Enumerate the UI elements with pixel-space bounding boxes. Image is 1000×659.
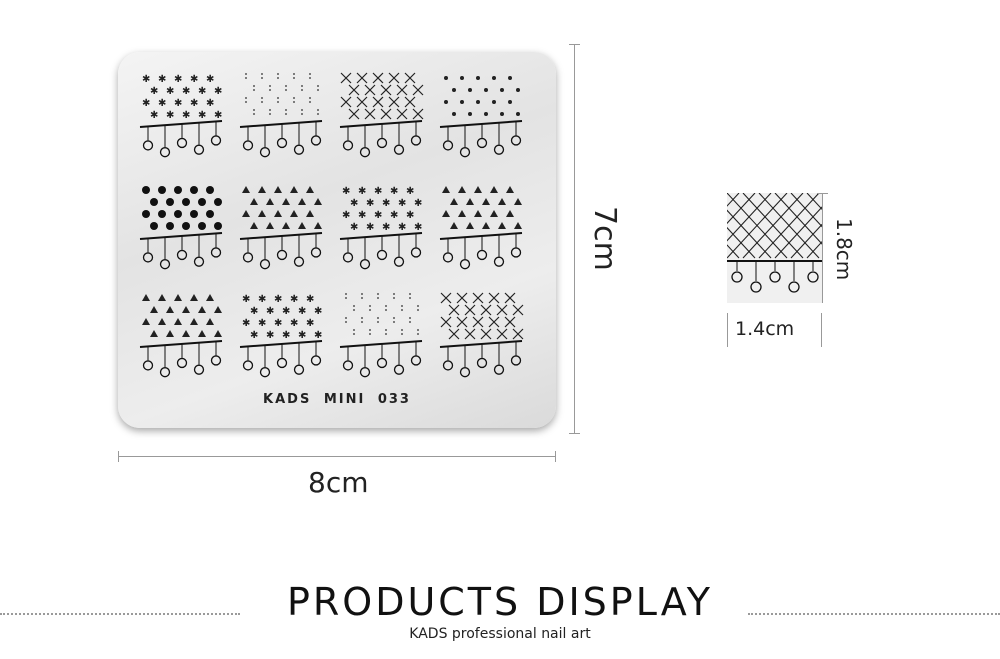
svg-text:✱: ✱ [214,86,222,97]
products-display-title: PRODUCTS DISPLAY [286,580,714,624]
stamp-design [239,73,323,158]
svg-text:✱: ✱ [150,86,158,97]
design-detail [678,192,900,303]
stamp-design: ✱ ✱ ✱ ✱ ✱✱ ✱ ✱ ✱ ✱✱ ✱ ✱ ✱ ✱✱ ✱ ✱ ✱ ✱ [339,186,422,270]
stamp-design [339,72,424,158]
svg-text:✱: ✱ [390,210,398,221]
svg-text:✱: ✱ [414,198,422,209]
svg-text:✱: ✱ [206,98,214,109]
width-dimension-label: 8cm [308,466,369,499]
svg-text:✱: ✱ [174,74,182,85]
height-dimension-tick-bottom [569,433,580,434]
width-dimension-tick-left [118,451,119,462]
svg-text:✱: ✱ [290,294,298,305]
products-display-subtitle: KADS professional nail art [409,626,591,642]
svg-text:✱: ✱ [406,210,414,221]
plate-designs: ✱ ✱ ✱ ✱ ✱✱ ✱ ✱ ✱ ✱✱ ✱ ✱ ✱ ✱✱ ✱ ✱ ✱ ✱✱ ✱ ✱ ✱ ✱✱ ✱ ✱ ✱ ✱✱ ✱ ✱ ✱ ✱✱ ✱ ✱ ✱ ✱… [139,72,524,378]
svg-text:✱: ✱ [366,198,374,209]
svg-text:✱: ✱ [190,74,198,85]
svg-text:✱: ✱ [182,110,190,121]
svg-text:✱: ✱ [358,210,366,221]
svg-text:✱: ✱ [266,330,274,341]
svg-text:✱: ✱ [250,306,258,317]
svg-text:✱: ✱ [290,318,298,329]
svg-text:✱: ✱ [174,98,182,109]
svg-text:✱: ✱ [342,186,350,197]
svg-text:✱: ✱ [358,186,366,197]
svg-text:✱: ✱ [274,318,282,329]
stamping-plate: ✱ ✱ ✱ ✱ ✱ ✱ ✱ ✱ ✱ ✱ ✱ ✱ ✱ ✱ ✱ ✱ ✱ ✱ ✱ ✱ ✱ ✱ ✱ ✱ ✱ ✱ ✱ ✱ ✱ ✱ ✱ ✱ ✱ ✱ ✱ ✱ ✱ ✱ ✱ ✱… [118,52,556,428]
svg-text:✱: ✱ [242,318,250,329]
plate-label: KADS MINI 033 [263,392,411,407]
dotted-rule-right [748,613,1000,615]
design-height-tick-top [817,193,828,194]
stamp-design [439,292,524,378]
dotted-rule-left [0,613,240,615]
design-detail-pattern [678,192,900,293]
svg-text:✱: ✱ [274,294,282,305]
svg-text:✱: ✱ [382,222,390,233]
svg-text:✱: ✱ [258,318,266,329]
svg-text:✱: ✱ [366,222,374,233]
stamp-design: ✱ ✱ ✱ ✱ ✱✱ ✱ ✱ ✱ ✱✱ ✱ ✱ ✱ ✱✱ ✱ ✱ ✱ ✱ [139,74,222,158]
svg-text:✱: ✱ [306,318,314,329]
svg-text:✱: ✱ [314,306,322,317]
stamp-design: ✱ ✱ ✱ ✱ ✱✱ ✱ ✱ ✱ ✱✱ ✱ ✱ ✱ ✱✱ ✱ ✱ ✱ ✱ [239,294,322,378]
svg-text:✱: ✱ [390,186,398,197]
svg-text:✱: ✱ [414,222,422,233]
svg-text:✱: ✱ [342,210,350,221]
stamp-design [439,186,523,270]
design-height-label: 1.8cm [832,218,856,281]
stamp-design [139,294,223,378]
svg-text:✱: ✱ [150,110,158,121]
height-dimension-tick-top [569,44,580,45]
svg-text:✱: ✱ [374,210,382,221]
svg-text:✱: ✱ [350,222,358,233]
svg-text:✱: ✱ [166,110,174,121]
svg-text:✱: ✱ [374,186,382,197]
svg-text:✱: ✱ [266,306,274,317]
svg-text:✱: ✱ [142,98,150,109]
svg-text:✱: ✱ [282,306,290,317]
svg-text:✱: ✱ [158,98,166,109]
svg-text:✱: ✱ [258,294,266,305]
width-dimension-line [118,456,556,457]
width-dimension-tick-right [555,451,556,462]
design-width-label: 1.4cm [735,318,795,340]
design-width-tick-left [727,313,728,347]
svg-text:✱: ✱ [198,110,206,121]
svg-text:✱: ✱ [406,186,414,197]
svg-text:✱: ✱ [166,86,174,97]
stamp-design [239,186,323,270]
svg-text:✱: ✱ [398,222,406,233]
svg-text:✱: ✱ [350,198,358,209]
stamp-design [339,293,423,378]
svg-text:✱: ✱ [282,330,290,341]
svg-text:✱: ✱ [250,330,258,341]
svg-text:✱: ✱ [214,110,222,121]
svg-text:✱: ✱ [198,86,206,97]
svg-text:✱: ✱ [298,306,306,317]
svg-text:✱: ✱ [190,98,198,109]
svg-text:✱: ✱ [142,74,150,85]
svg-text:✱: ✱ [158,74,166,85]
height-dimension-label: 7cm [587,206,622,271]
svg-text:✱: ✱ [206,74,214,85]
svg-text:✱: ✱ [314,330,322,341]
stamp-design [139,186,223,270]
svg-text:✱: ✱ [298,330,306,341]
svg-text:✱: ✱ [182,86,190,97]
height-dimension-line [574,44,575,434]
svg-text:✱: ✱ [398,198,406,209]
svg-text:✱: ✱ [382,198,390,209]
design-height-line [822,193,823,303]
svg-text:✱: ✱ [242,294,250,305]
design-width-tick-right [821,313,822,347]
svg-text:✱: ✱ [306,294,314,305]
stamp-design [439,76,523,158]
